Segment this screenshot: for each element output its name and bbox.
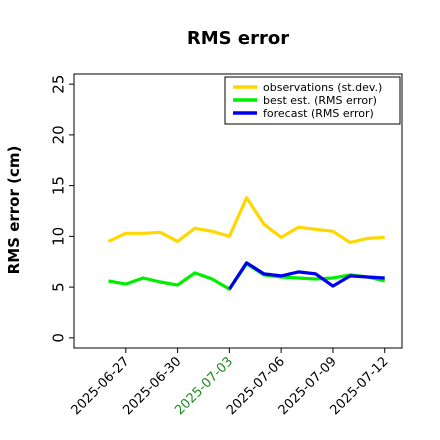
y-axis-ticks: 0 5 10 15 20 25 [49,75,74,343]
series-line-2 [108,262,386,291]
legend: observations (st.dev.)best est. (RMS err… [224,76,401,125]
y-tick-label: 10 [49,227,67,246]
y-tick-label: 5 [49,282,67,292]
chart-title: RMS error [187,28,289,49]
series-line-3 [228,261,385,290]
series-line-1 [107,196,385,245]
legend-entry: observations (st.dev.) [263,81,382,94]
y-tick-label: 0 [49,333,67,343]
legend-entry: best est. (RMS error) [263,94,377,107]
y-tick-label: 25 [49,75,67,94]
y-tick-label: 15 [49,176,67,195]
y-axis-label: RMS error (cm) [5,146,23,275]
x-axis-ticks: 2025-06-272025-06-302025-07-032025-07-06… [69,348,392,418]
y-tick-label: 20 [49,125,67,144]
plot-area [73,73,403,349]
series-lines [107,196,386,291]
legend-entry: forecast (RMS error) [263,107,374,120]
